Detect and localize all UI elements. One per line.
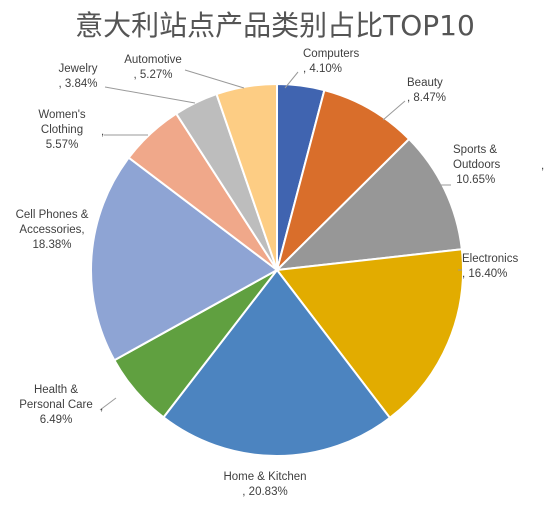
- data-label-category: Beauty: [407, 77, 443, 89]
- data-label-electronics: Electronics , 16.40%: [462, 253, 518, 280]
- leader-line-health-personal-care: [99, 397, 117, 411]
- pie-slice-home-kitchen: [162, 268, 392, 457]
- data-label-value: 5.57%: [46, 139, 79, 151]
- data-label-value: , 16.40%: [462, 268, 507, 280]
- data-label-category: Automotive: [124, 54, 182, 66]
- data-label-sports-outdoors: Sports & Outdoors 10.65%: [453, 144, 501, 186]
- data-label-health-personal-care: Health & Personal Care 6.49%: [19, 384, 93, 426]
- data-label-category: Personal Care: [19, 399, 93, 411]
- data-label-automotive: Automotive , 5.27%: [124, 54, 182, 81]
- data-label-jewelry: Jewelry , 3.84%: [59, 63, 98, 90]
- data-label-value: 10.65%: [453, 174, 495, 186]
- data-label-value: , 5.27%: [134, 69, 173, 81]
- data-label-separator: ,: [100, 401, 103, 413]
- data-label-category: Accessories,: [19, 224, 84, 236]
- data-label-value: , 3.84%: [59, 78, 98, 90]
- data-label-value: , 8.47%: [407, 92, 446, 104]
- data-label-value: , 20.83%: [242, 486, 287, 498]
- data-label-category: Clothing: [41, 124, 83, 136]
- data-label-category: Cell Phones &: [16, 209, 89, 221]
- leader-line-beauty: [382, 100, 406, 121]
- data-label-computers: Computers , 4.10%: [303, 48, 359, 75]
- pie-slice-sports-outdoors: [274, 137, 463, 272]
- pie-slices: [90, 82, 464, 457]
- leader-line-automotive: [184, 69, 245, 89]
- data-label-category: Computers: [303, 48, 359, 60]
- data-label-category: Health &: [34, 384, 78, 396]
- data-label-value: 18.38%: [32, 239, 71, 251]
- data-label-category: Outdoors: [453, 159, 501, 171]
- data-label-category: Women's: [38, 109, 86, 121]
- data-label-cell-phones-accessories: Cell Phones & Accessories, 18.38%: [16, 209, 89, 251]
- data-label-separator: ,: [541, 160, 544, 172]
- pie-slice-automotive: [215, 82, 278, 271]
- data-label-category: Sports &: [453, 144, 497, 156]
- pie-slice-cell-phones-accessories: [90, 156, 279, 362]
- leader-line-jewelry: [104, 86, 196, 104]
- data-label-category: Home & Kitchen: [223, 471, 306, 483]
- pie-slice-beauty: [275, 88, 411, 274]
- data-label-category: Electronics: [462, 253, 518, 265]
- data-label-category: Jewelry: [59, 63, 98, 75]
- leader-line-computers: [284, 71, 299, 89]
- data-label-value: , 4.10%: [303, 63, 342, 75]
- data-label-beauty: Beauty , 8.47%: [407, 77, 446, 104]
- data-label-value: 6.49%: [40, 414, 73, 426]
- data-label-separator: ,: [101, 126, 104, 138]
- data-label-women-s-clothing: Women's Clothing 5.57%: [38, 109, 86, 151]
- data-label-home-kitchen: Home & Kitchen , 20.83%: [223, 471, 306, 498]
- chart-title: 意大利站点产品类别占比TOP10: [75, 9, 475, 42]
- pie-slice-electronics: [275, 248, 464, 420]
